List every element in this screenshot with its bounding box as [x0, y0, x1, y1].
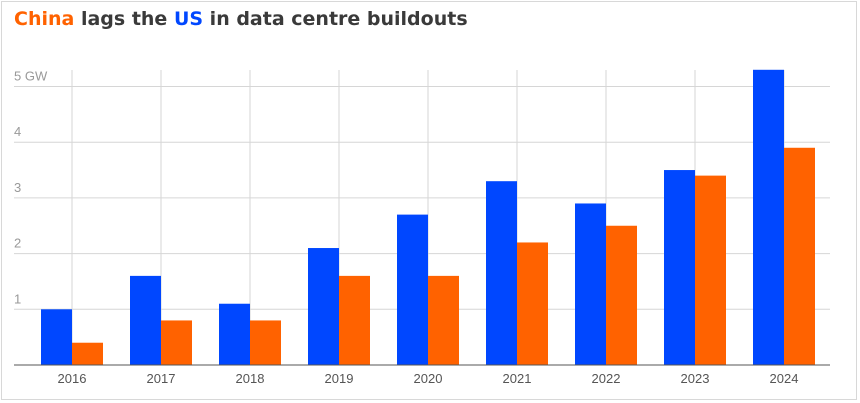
bar-us-2016: [41, 309, 72, 365]
bar-us-2022: [575, 203, 606, 365]
bar-us-2019: [308, 248, 339, 365]
title-text-2: in data centre buildouts: [203, 8, 468, 30]
x-tick-label: 2024: [770, 371, 799, 386]
bar-us-2023: [664, 170, 695, 365]
y-tick-label: 3: [14, 180, 21, 195]
bar-china-2021: [517, 242, 548, 365]
bar-china-2023: [695, 175, 726, 365]
title-us: US: [173, 8, 204, 30]
title-text-1: lags the: [74, 8, 174, 30]
x-tick-label: 2017: [147, 371, 176, 386]
bar-china-2024: [784, 147, 815, 365]
bar-us-2017: [130, 275, 161, 365]
bar-us-2021: [486, 181, 517, 365]
bar-us-2024: [753, 69, 784, 365]
x-tick-label: 2023: [681, 371, 710, 386]
x-tick-label: 2019: [325, 371, 354, 386]
bar-china-2020: [428, 275, 459, 365]
bar-china-2018: [250, 320, 281, 365]
title-china: China: [14, 8, 75, 30]
y-tick-label: 5 GW: [14, 69, 48, 84]
bar-us-2018: [219, 303, 250, 365]
chart-title: China lags the US in data centre buildou…: [14, 8, 468, 30]
bar-us-2020: [397, 214, 428, 365]
y-tick-label: 1: [14, 291, 21, 306]
bar-china-2017: [161, 320, 192, 365]
y-tick-label: 2: [14, 236, 21, 251]
y-tick-label: 4: [14, 124, 21, 139]
x-tick-label: 2016: [58, 371, 87, 386]
bar-china-2019: [339, 275, 370, 365]
x-tick-label: 2018: [236, 371, 265, 386]
bar-china-2022: [606, 225, 637, 365]
x-tick-label: 2021: [503, 371, 532, 386]
bar-china-2016: [72, 342, 103, 365]
x-tick-label: 2022: [592, 371, 621, 386]
x-tick-label: 2020: [414, 371, 443, 386]
